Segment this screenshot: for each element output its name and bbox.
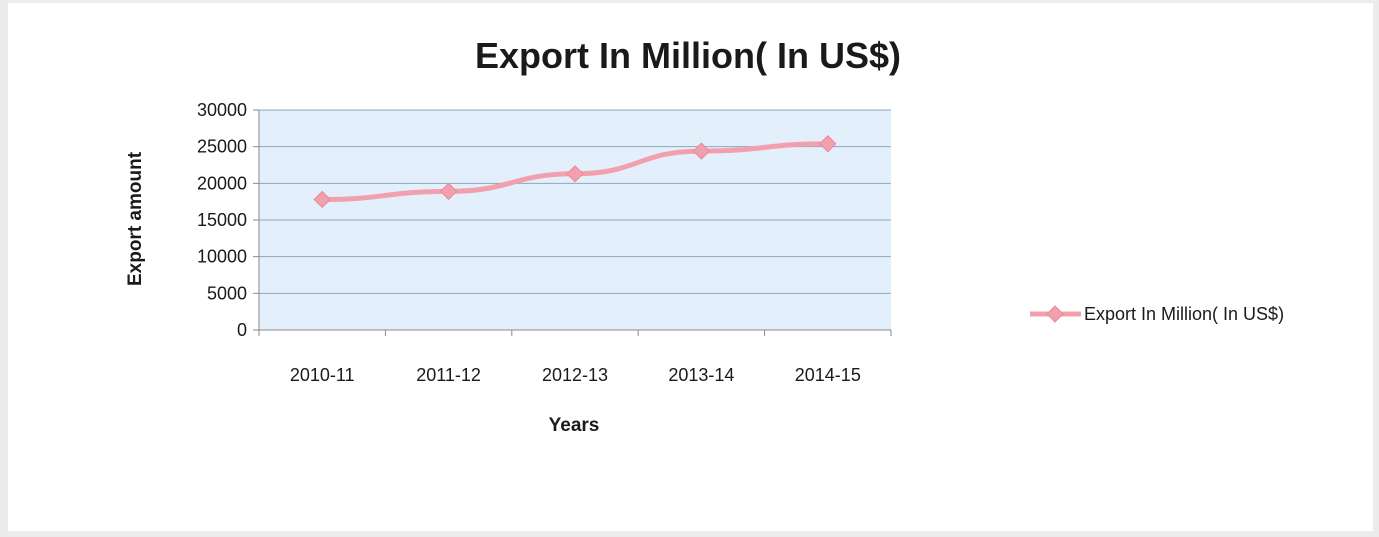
frame-border-bottom bbox=[0, 531, 1379, 537]
y-tick-label: 10000 bbox=[197, 247, 247, 267]
axes bbox=[258, 110, 892, 336]
frame-border-left bbox=[0, 0, 8, 537]
series-group bbox=[313, 135, 837, 209]
x-tick-label: 2013-14 bbox=[668, 365, 734, 385]
frame-border-top bbox=[0, 0, 1379, 3]
legend-label: Export In Million( In US$) bbox=[1084, 304, 1284, 324]
x-tick-labels: 2010-11 2011-12 2012-13 2013-14 2014-15 bbox=[290, 365, 861, 385]
legend-diamond-marker bbox=[1046, 305, 1064, 323]
data-point-marker bbox=[313, 190, 331, 209]
x-axis-title: Years bbox=[549, 415, 600, 436]
x-tick-label: 2010-11 bbox=[290, 365, 355, 385]
y-tick-label: 30000 bbox=[197, 100, 247, 120]
y-tick-label: 0 bbox=[237, 320, 247, 340]
y-axis-title: Export amount bbox=[125, 151, 146, 286]
y-tick-labels: 0 5000 10000 15000 20000 25000 30000 bbox=[197, 100, 247, 340]
y-tick-label: 25000 bbox=[197, 137, 247, 157]
data-point-marker bbox=[692, 142, 711, 160]
chart-title: Export In Million( In US$) bbox=[475, 35, 901, 76]
frame-border-right bbox=[1373, 0, 1379, 537]
x-tick-label: 2014-15 bbox=[795, 365, 861, 385]
x-tick-label: 2012-13 bbox=[542, 365, 608, 385]
x-tick-label: 2011-12 bbox=[416, 365, 481, 385]
y-tick-label: 15000 bbox=[197, 210, 247, 230]
data-point-marker bbox=[566, 165, 584, 183]
legend: Export In Million( In US$) bbox=[1030, 304, 1284, 324]
y-tick-label: 5000 bbox=[207, 283, 247, 303]
y-tick-label: 20000 bbox=[197, 173, 247, 193]
data-point-marker bbox=[819, 135, 837, 153]
data-point-marker bbox=[439, 182, 458, 201]
